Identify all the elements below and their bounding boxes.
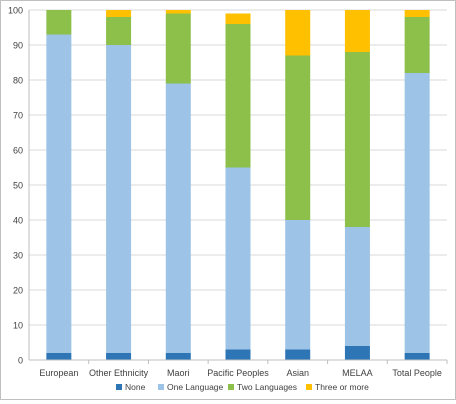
bar-segment-two-languages	[344, 52, 370, 227]
bar-segment-none	[344, 346, 370, 360]
y-tick-label: 70	[13, 111, 23, 121]
y-tick-label: 30	[13, 251, 23, 261]
bar-segment-three-or-more	[165, 10, 191, 14]
bar-segment-none	[285, 349, 311, 360]
x-tick-label: Other Ethnicity	[89, 368, 149, 378]
legend-label: Two Languages	[237, 382, 297, 392]
y-tick-label: 10	[13, 321, 23, 331]
bar-segment-none	[225, 349, 251, 360]
bar-segment-one-language	[285, 220, 311, 350]
bar-segment-two-languages	[46, 10, 72, 35]
bar-segment-three-or-more	[106, 10, 132, 17]
bars	[46, 10, 430, 360]
y-tick-label: 40	[13, 216, 23, 226]
bar-segment-one-language	[344, 227, 370, 346]
bar-segment-three-or-more	[404, 10, 430, 17]
bar-segment-none	[46, 353, 72, 360]
y-tick-label: 90	[13, 41, 23, 51]
bar-segment-none	[165, 353, 191, 360]
bar-segment-two-languages	[285, 55, 311, 220]
bar-segment-two-languages	[165, 13, 191, 84]
x-tick-label: Total People	[392, 368, 442, 378]
y-tick-label: 0	[18, 356, 23, 366]
x-tick-label: Maori	[167, 368, 190, 378]
bar-segment-one-language	[404, 73, 430, 353]
bar-segment-none	[404, 353, 430, 360]
legend: None One Language Two Languages Three or mo…	[116, 382, 369, 392]
bar-segment-one-language	[106, 45, 132, 353]
legend-label: None	[125, 382, 146, 392]
y-tick-label: 20	[13, 286, 23, 296]
legend-swatch	[158, 384, 164, 390]
legend-swatch	[306, 384, 312, 390]
axes: 0 10 20 30 40 50 60 70 80 90 100 European Other Ethn…	[8, 6, 448, 378]
x-tick-label: Asian	[286, 368, 309, 378]
bar-segment-three-or-more	[225, 13, 251, 24]
x-tick-label: Pacific Peoples	[207, 368, 269, 378]
bar-segment-three-or-more	[285, 10, 311, 56]
y-tick-label: 80	[13, 76, 23, 86]
bar-segment-one-language	[225, 167, 251, 350]
bar-segment-three-or-more	[344, 10, 370, 52]
y-tick-label: 50	[13, 181, 23, 191]
bar-segment-two-languages	[404, 17, 430, 73]
x-tick-label: European	[39, 368, 78, 378]
bar-segment-two-languages	[225, 24, 251, 168]
y-tick-label: 100	[8, 6, 23, 16]
bar-segment-two-languages	[106, 17, 132, 45]
legend-swatch	[228, 384, 234, 390]
legend-label: Three or more	[315, 382, 369, 392]
x-tick-label: MELAA	[342, 368, 373, 378]
legend-swatch	[116, 384, 122, 390]
bar-segment-none	[106, 353, 132, 360]
legend-label: One Language	[167, 382, 224, 392]
y-tick-label: 60	[13, 146, 23, 156]
bar-segment-one-language	[46, 34, 72, 353]
bar-segment-one-language	[165, 83, 191, 353]
